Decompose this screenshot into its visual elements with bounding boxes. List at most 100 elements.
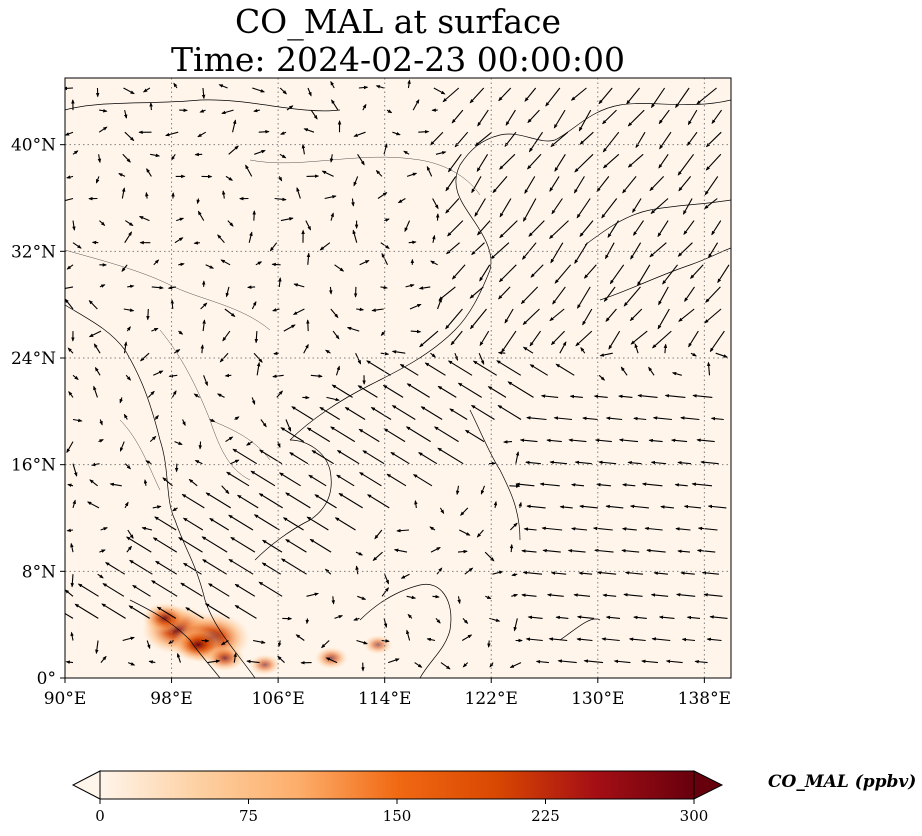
wind-arrow bbox=[127, 284, 135, 289]
wind-arrow bbox=[392, 131, 401, 136]
wind-arrow bbox=[583, 659, 604, 664]
wind-arrow bbox=[171, 390, 177, 398]
wind-arrow bbox=[127, 662, 136, 666]
wind-arrow bbox=[336, 450, 360, 465]
wind-arrow bbox=[554, 154, 566, 172]
wind-arrow bbox=[681, 637, 696, 642]
wind-arrow bbox=[65, 298, 74, 310]
wind-arrow bbox=[530, 264, 544, 278]
wind-arrow bbox=[366, 494, 390, 509]
wind-arrow bbox=[471, 242, 485, 256]
wind-arrow bbox=[539, 482, 560, 487]
wind-arrow bbox=[637, 394, 658, 398]
wind-arrow bbox=[579, 220, 594, 238]
wind-arrow bbox=[181, 493, 205, 509]
wind-arrow bbox=[526, 153, 542, 170]
wind-arrow bbox=[123, 87, 135, 95]
wind-arrow bbox=[280, 558, 307, 575]
wind-arrow bbox=[193, 241, 200, 245]
wind-arrow bbox=[637, 264, 651, 286]
wind-arrow bbox=[553, 109, 566, 129]
wind-arrow bbox=[258, 130, 270, 134]
wind-arrow bbox=[65, 589, 74, 597]
wind-arrow bbox=[334, 264, 345, 272]
wind-arrow bbox=[445, 176, 457, 192]
wind-arrow bbox=[94, 366, 101, 376]
wind-arrow bbox=[204, 603, 230, 619]
wind-arrow bbox=[429, 526, 436, 531]
wind-arrow bbox=[104, 562, 126, 575]
wind-arrow bbox=[138, 215, 150, 222]
wind-arrow bbox=[309, 538, 332, 553]
wind-arrow bbox=[627, 460, 642, 465]
wind-arrow bbox=[194, 459, 203, 465]
wind-arrow bbox=[629, 504, 649, 509]
wind-arrow bbox=[178, 537, 203, 553]
wind-arrow bbox=[72, 150, 79, 155]
wind-arrow bbox=[709, 330, 725, 353]
wind-arrow bbox=[451, 264, 466, 280]
wind-arrow bbox=[707, 504, 727, 509]
wind-arrow bbox=[602, 109, 617, 125]
wind-arrow bbox=[293, 283, 305, 288]
wind-arrow bbox=[118, 173, 126, 177]
wind-arrow bbox=[334, 517, 356, 531]
wind-arrow bbox=[499, 153, 516, 170]
wind-arrow bbox=[252, 210, 256, 221]
lat-tick-label: 16°N bbox=[11, 456, 56, 476]
wind-arrow bbox=[511, 572, 518, 577]
wind-arrow bbox=[570, 87, 587, 101]
wind-arrow bbox=[524, 176, 536, 194]
wind-arrow bbox=[174, 441, 183, 445]
wind-arrow bbox=[501, 330, 517, 353]
wind-arrow bbox=[285, 492, 311, 509]
wind-arrow bbox=[430, 260, 438, 266]
wind-arrow bbox=[445, 308, 463, 330]
wind-arrow bbox=[522, 346, 534, 354]
wind-arrow bbox=[172, 507, 178, 512]
wind-arrow bbox=[546, 593, 564, 597]
wind-arrow bbox=[123, 109, 128, 119]
map-plot-area bbox=[65, 78, 731, 678]
wind-arrow bbox=[559, 505, 573, 509]
wind-arrow bbox=[205, 492, 232, 509]
wind-arrow bbox=[209, 418, 216, 422]
wind-arrow bbox=[582, 416, 598, 421]
wind-arrow bbox=[709, 615, 728, 619]
wind-arrow bbox=[370, 407, 392, 420]
wind-arrow bbox=[256, 361, 261, 376]
wind-arrow bbox=[221, 109, 234, 115]
wind-arrow bbox=[226, 471, 250, 487]
wind-arrow bbox=[403, 150, 410, 155]
wind-arrow bbox=[448, 153, 462, 173]
wind-arrow bbox=[633, 615, 647, 620]
wind-arrow bbox=[524, 87, 537, 102]
wind-arrow bbox=[418, 130, 430, 134]
wind-arrow bbox=[197, 210, 205, 221]
wind-arrow bbox=[520, 286, 539, 305]
wind-arrow bbox=[124, 501, 129, 509]
wind-arrow bbox=[462, 618, 469, 624]
wind-arrow bbox=[550, 330, 565, 346]
wind-arrow bbox=[650, 198, 669, 215]
wind-arrow bbox=[245, 441, 253, 446]
wind-arrow bbox=[126, 545, 132, 553]
wind-arrow bbox=[72, 374, 79, 381]
wind-arrow bbox=[602, 593, 617, 598]
wind-arrow bbox=[519, 438, 538, 443]
wind-arrow bbox=[142, 87, 151, 93]
wind-arrow bbox=[383, 618, 388, 628]
wind-arrow bbox=[278, 277, 282, 287]
lat-tick-label: 8°N bbox=[22, 562, 56, 582]
wind-arrow bbox=[570, 527, 588, 531]
wind-arrow bbox=[65, 197, 74, 203]
wind-arrow bbox=[609, 264, 625, 285]
wind-arrow bbox=[622, 483, 636, 487]
wind-arrow bbox=[123, 413, 128, 420]
wind-arrow bbox=[228, 514, 254, 531]
wind-arrow bbox=[670, 438, 688, 443]
wind-arrow bbox=[325, 657, 338, 664]
wind-arrow bbox=[406, 629, 411, 641]
wind-arrow bbox=[224, 308, 236, 317]
wind-arrow bbox=[200, 302, 208, 310]
